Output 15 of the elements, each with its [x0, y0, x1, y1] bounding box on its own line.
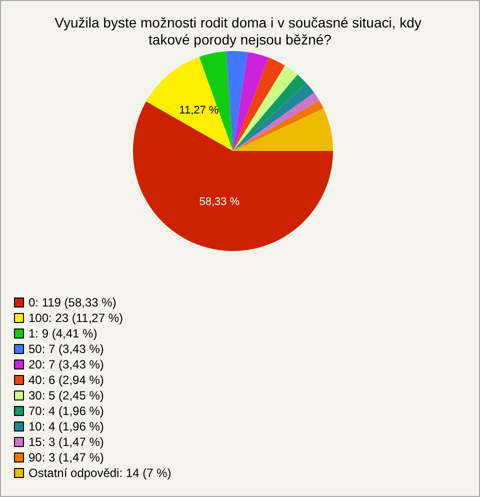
- legend-label: 20: 7 (3,43 %): [28, 358, 104, 372]
- legend-label: 0: 119 (58,33 %): [28, 296, 116, 310]
- legend-label: 40: 6 (2,94 %): [28, 373, 104, 387]
- legend-label: 100: 23 (11,27 %): [28, 311, 124, 325]
- chart-title: Využila byste možnosti rodit doma i v současné situaci, kdy takové porody nejsou běžné?: [54, 14, 426, 48]
- data-label: 58,33 %: [199, 196, 240, 208]
- legend-label: 90: 3 (1,47 %): [28, 450, 104, 464]
- legend-label: Ostatní odpovědi: 14 (7 %): [28, 466, 172, 480]
- legend-label: 70: 4 (1,96 %): [28, 404, 104, 418]
- legend-label: 10: 4 (1,96 %): [28, 420, 104, 434]
- legend-label: 30: 5 (2,45 %): [28, 388, 104, 402]
- data-label: 11,27 %: [179, 104, 219, 116]
- legend-label: 50: 7 (3,43 %): [28, 342, 104, 356]
- legend-label: 1: 9 (4,41 %): [28, 326, 98, 340]
- legend-label: 15: 3 (1,47 %): [28, 435, 104, 449]
